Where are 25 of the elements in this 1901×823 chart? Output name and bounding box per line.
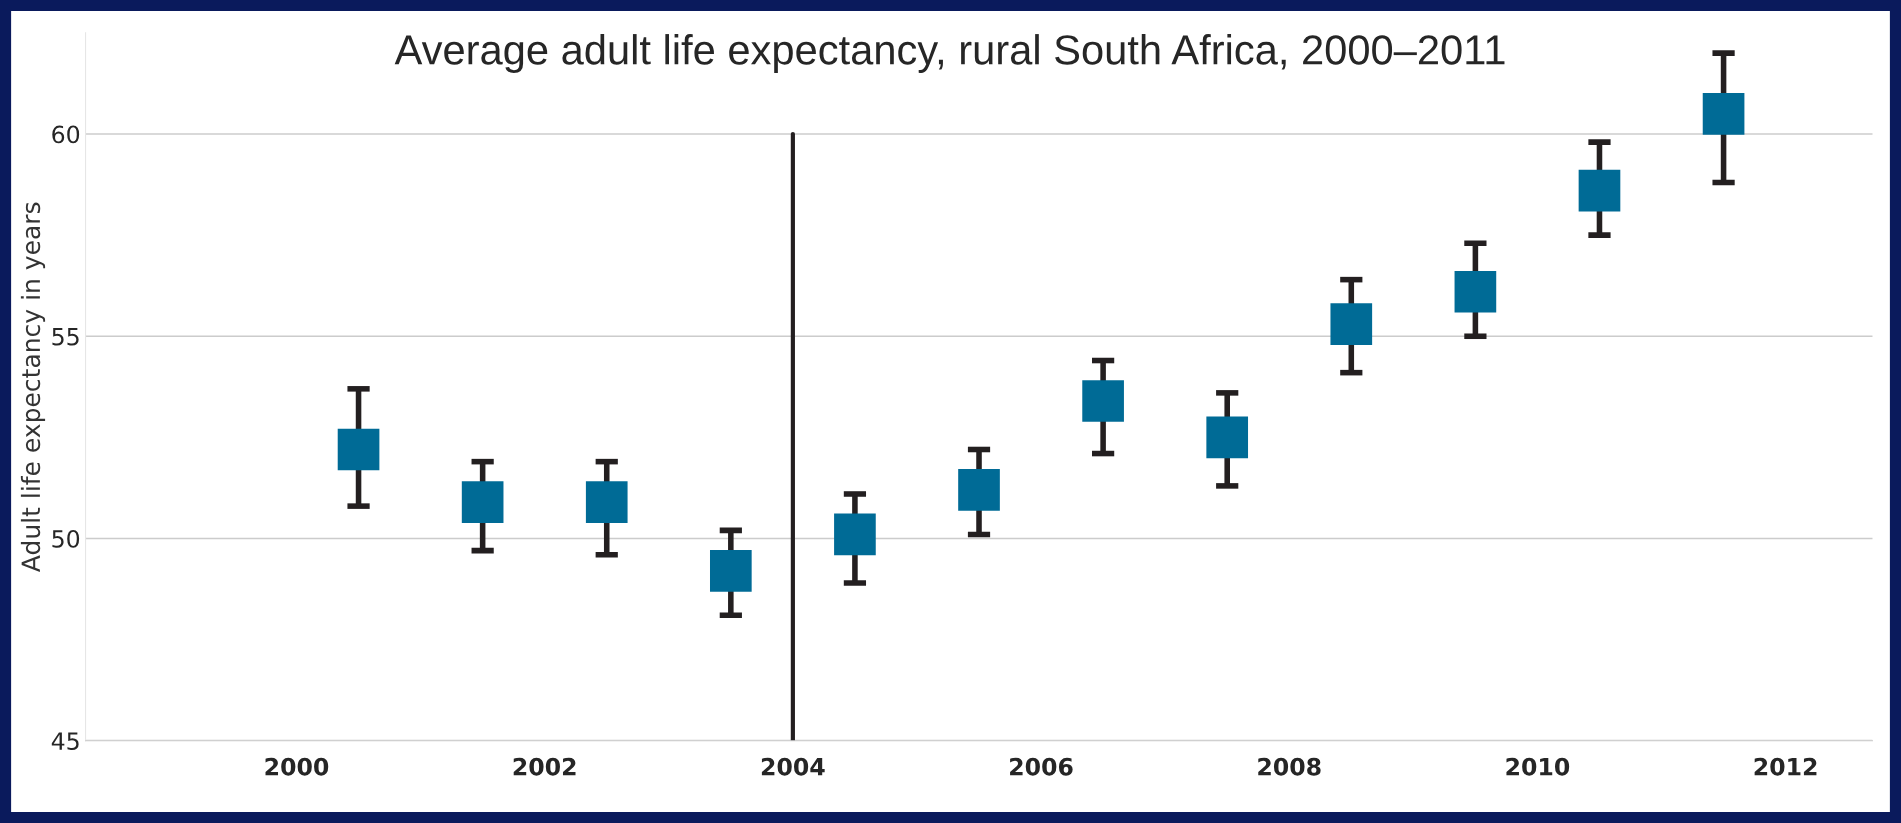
x-tick-label: 2000 xyxy=(265,757,329,776)
y-tick-label: 55 xyxy=(52,328,79,346)
x-tick-label: 2004 xyxy=(761,757,825,776)
y-tick-label: 50 xyxy=(52,529,80,548)
point xyxy=(585,481,628,523)
point xyxy=(1702,92,1745,135)
x-tick-label: 2008 xyxy=(1258,757,1321,776)
y-tick-label: 60 xyxy=(52,125,80,144)
point xyxy=(1206,416,1249,459)
point xyxy=(1330,303,1373,345)
x-tick-label: 2010 xyxy=(1506,757,1570,776)
y-tick-label: 45 xyxy=(51,732,79,751)
point xyxy=(958,469,1000,511)
x-tick-label: 2006 xyxy=(1010,757,1073,776)
point xyxy=(1082,380,1124,422)
x-tick-label: 2012 xyxy=(1754,757,1817,776)
chart-title: Average adult life expectancy, rural South Africa, 2000–2011 xyxy=(394,34,1505,73)
point xyxy=(834,513,876,556)
point xyxy=(1454,270,1497,313)
y-axis-title: Adult life expectancy in years xyxy=(20,202,46,573)
point xyxy=(710,550,752,592)
point xyxy=(461,481,504,523)
x-tick-label: 2002 xyxy=(513,757,576,776)
point xyxy=(337,428,380,471)
point xyxy=(1578,169,1621,212)
